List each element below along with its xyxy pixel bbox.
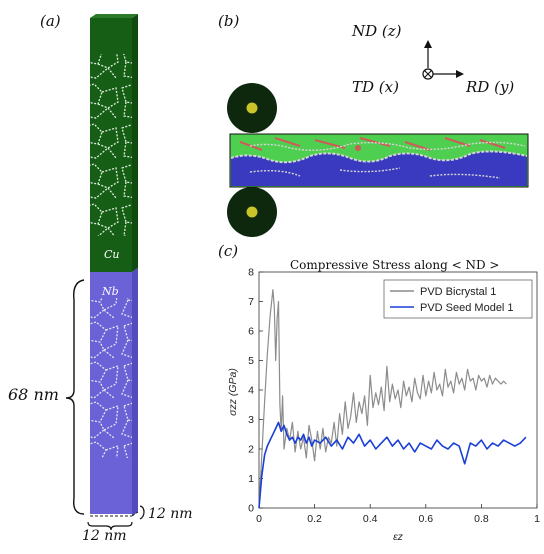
series-lines	[258, 289, 527, 509]
legend: PVD Bicrystal 1 PVD Seed Model 1	[383, 279, 533, 319]
x-tick-label: 0.6	[418, 513, 433, 525]
chart-title: Compressive Stress along < ND >	[290, 258, 500, 272]
nb-label: Nb	[102, 285, 119, 298]
cu-label: Cu	[104, 248, 120, 261]
x-tick-label: 1	[534, 513, 540, 525]
panel-a-label: (a)	[40, 12, 61, 30]
depth-brace	[139, 505, 145, 520]
x-tick-label: 0.8	[474, 513, 489, 525]
y-tick-label: 7	[248, 296, 254, 308]
y-tick-label: 5	[248, 355, 254, 367]
rolled-strip	[229, 133, 529, 188]
y-tick-label: 6	[248, 326, 254, 338]
x-tick-label: 0.4	[363, 513, 378, 525]
x-axis-label: εz	[393, 531, 404, 543]
width-label: 12 nm	[82, 528, 127, 544]
panel-c-label: (c)	[218, 242, 239, 260]
rd-label: RD (y)	[466, 78, 515, 96]
series-line-seed	[258, 421, 527, 509]
x-ticks: 0 0.2 0.4 0.6 0.8 1	[256, 504, 540, 525]
legend-bicrystal: PVD Bicrystal 1	[420, 286, 496, 298]
y-axis-label: σzz (GPa)	[227, 368, 239, 416]
y-tick-label: 0	[248, 503, 254, 515]
y-ticks: 0 1 2 3 4 5 6 7 8	[248, 267, 263, 515]
series-line-bicrystal	[258, 289, 507, 509]
panel-b-label: (b)	[218, 12, 240, 30]
bottom-roller-center	[246, 206, 258, 218]
width-brace	[87, 521, 133, 531]
legend-box	[383, 279, 533, 319]
height-label: 68 nm	[8, 385, 59, 404]
orientation-axes	[422, 40, 464, 80]
y-tick-label: 4	[248, 385, 254, 397]
height-brace	[65, 279, 85, 515]
y-tick-label: 3	[248, 414, 254, 426]
y-tick-label: 8	[248, 267, 254, 279]
y-tick-label: 2	[248, 444, 254, 456]
cu-column	[90, 14, 138, 272]
td-label: TD (x)	[352, 78, 399, 96]
top-roller-center	[246, 102, 258, 114]
depth-label: 12 nm	[148, 506, 193, 522]
x-tick-label: 0.2	[307, 513, 322, 525]
nb-column	[90, 268, 139, 517]
legend-seed: PVD Seed Model 1	[420, 302, 514, 314]
y-tick-label: 1	[248, 473, 254, 485]
nd-label: ND (z)	[352, 22, 402, 40]
x-tick-label: 0	[256, 513, 262, 525]
